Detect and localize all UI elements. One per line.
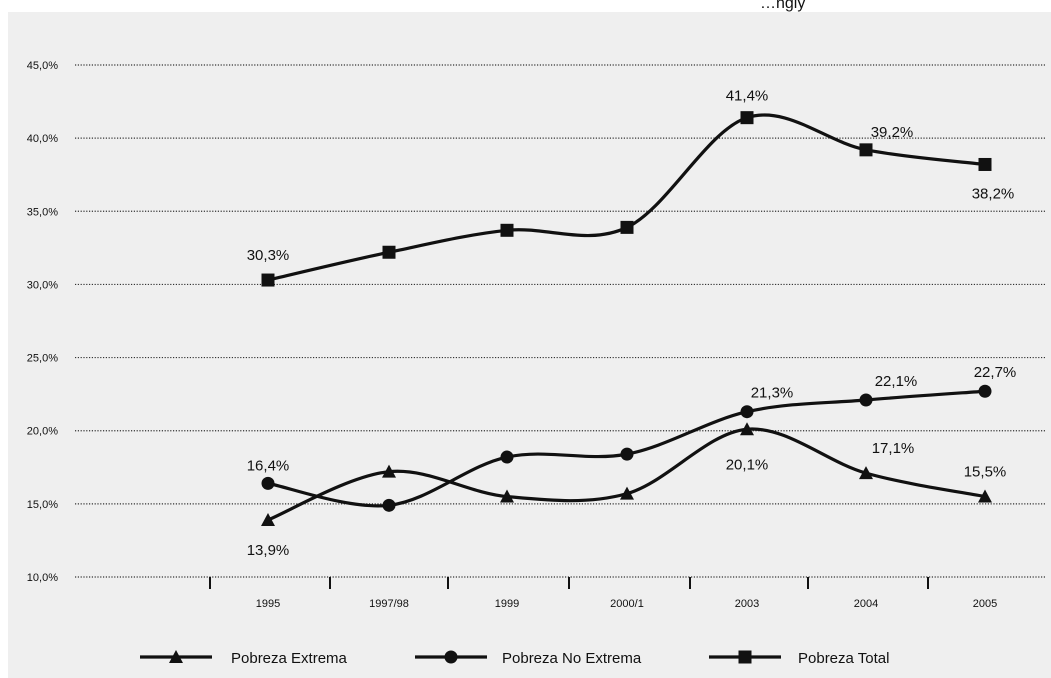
legend: Pobreza Extrema Pobreza No Extrema Pobreza… bbox=[140, 650, 889, 667]
data-label: 20,1% bbox=[726, 456, 769, 473]
legend-marker-circle bbox=[444, 650, 458, 664]
data-point-square bbox=[978, 157, 992, 171]
data-label: 21,3% bbox=[751, 385, 794, 402]
data-point-square bbox=[500, 223, 514, 237]
plot-background bbox=[8, 12, 1051, 678]
y-tick-label: 45,0% bbox=[27, 60, 58, 72]
data-point-circle bbox=[859, 393, 873, 407]
x-axis: 1995 1997/98 1999 2000/1 2003 2004 2005 bbox=[209, 577, 997, 610]
y-tick-label: 35,0% bbox=[27, 206, 58, 218]
data-point-square bbox=[740, 111, 754, 125]
data-point-triangle bbox=[261, 512, 275, 526]
data-label: 22,7% bbox=[974, 364, 1017, 381]
y-tick-label: 25,0% bbox=[27, 353, 58, 365]
x-tick-label: 2005 bbox=[973, 598, 997, 610]
legend-label: Pobreza Extrema bbox=[231, 650, 348, 667]
data-label: 15,5% bbox=[964, 464, 1007, 481]
y-tick-label: 40,0% bbox=[27, 133, 58, 145]
data-point-triangle bbox=[500, 489, 514, 503]
x-tick-label: 1997/98 bbox=[369, 598, 409, 610]
data-point-triangle bbox=[620, 486, 634, 500]
data-label: 38,2% bbox=[972, 185, 1015, 202]
y-tick-label: 10,0% bbox=[27, 572, 58, 584]
data-point-triangle bbox=[740, 422, 754, 436]
y-tick-label: 15,0% bbox=[27, 499, 58, 511]
x-tick-label: 2000/1 bbox=[610, 598, 644, 610]
data-labels: 13,9% 20,1% 17,1% 15,5% 16,4% 21,3% 22,1% 22,7%… bbox=[247, 88, 1017, 559]
data-label: 16,4% bbox=[247, 457, 290, 474]
data-point-circle bbox=[740, 405, 754, 419]
y-tick-label: 30,0% bbox=[27, 279, 58, 291]
data-point-circle bbox=[978, 384, 992, 398]
legend-label: Pobreza Total bbox=[798, 650, 889, 667]
data-label: 13,9% bbox=[247, 542, 290, 559]
x-tick-label: 2004 bbox=[854, 598, 878, 610]
y-tick-label: 20,0% bbox=[27, 426, 58, 438]
x-tick-label: 1999 bbox=[495, 598, 519, 610]
data-label: 39,2% bbox=[871, 124, 914, 141]
data-point-circle bbox=[382, 498, 396, 512]
legend-label: Pobreza No Extrema bbox=[502, 650, 642, 667]
gridlines bbox=[75, 64, 1046, 578]
legend-marker-square bbox=[738, 650, 752, 664]
data-point-triangle bbox=[382, 464, 396, 478]
data-label: 22,1% bbox=[875, 373, 918, 390]
legend-marker-triangle bbox=[169, 650, 183, 663]
data-point-square bbox=[620, 220, 634, 234]
y-axis: 10,0% 15,0% 20,0% 25,0% 30,0% 35,0% 40,0% 45,0% bbox=[27, 60, 58, 584]
data-point-circle bbox=[500, 450, 514, 464]
x-tick-label: 2003 bbox=[735, 598, 759, 610]
data-point-square bbox=[382, 245, 396, 259]
data-point-circle bbox=[620, 447, 634, 461]
data-point-circle bbox=[261, 476, 275, 490]
data-label: 41,4% bbox=[726, 88, 769, 105]
data-point-square bbox=[261, 273, 275, 287]
data-point-square bbox=[859, 143, 873, 157]
x-tick-label: 1995 bbox=[256, 598, 280, 610]
chart-title: …ngly bbox=[760, 0, 805, 12]
data-point-triangle bbox=[978, 489, 992, 503]
series-markers bbox=[261, 111, 992, 526]
data-label: 30,3% bbox=[247, 247, 290, 264]
data-point-triangle bbox=[859, 466, 873, 480]
data-label: 17,1% bbox=[872, 440, 915, 457]
